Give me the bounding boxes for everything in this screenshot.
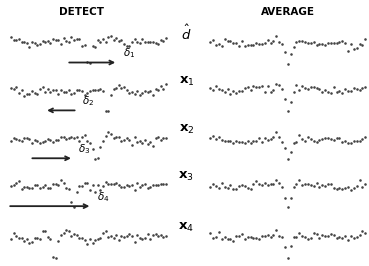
Text: $\delta_4$: $\delta_4$: [97, 190, 109, 204]
Text: $\mathbf{x}_4$: $\mathbf{x}_4$: [178, 221, 194, 234]
Text: $\delta_2$: $\delta_2$: [82, 94, 94, 108]
Text: $\hat{d}$: $\hat{d}$: [181, 24, 192, 43]
Text: $\delta_3$: $\delta_3$: [78, 142, 91, 156]
Text: $\mathbf{x}_1$: $\mathbf{x}_1$: [179, 74, 194, 88]
Text: $\mathbf{x}_3$: $\mathbf{x}_3$: [179, 170, 194, 184]
Text: AVERAGE: AVERAGE: [261, 7, 315, 17]
Text: $\mathbf{x}_2$: $\mathbf{x}_2$: [179, 122, 194, 136]
Text: $\delta_1$: $\delta_1$: [123, 47, 135, 60]
Text: DETECT: DETECT: [59, 7, 104, 17]
